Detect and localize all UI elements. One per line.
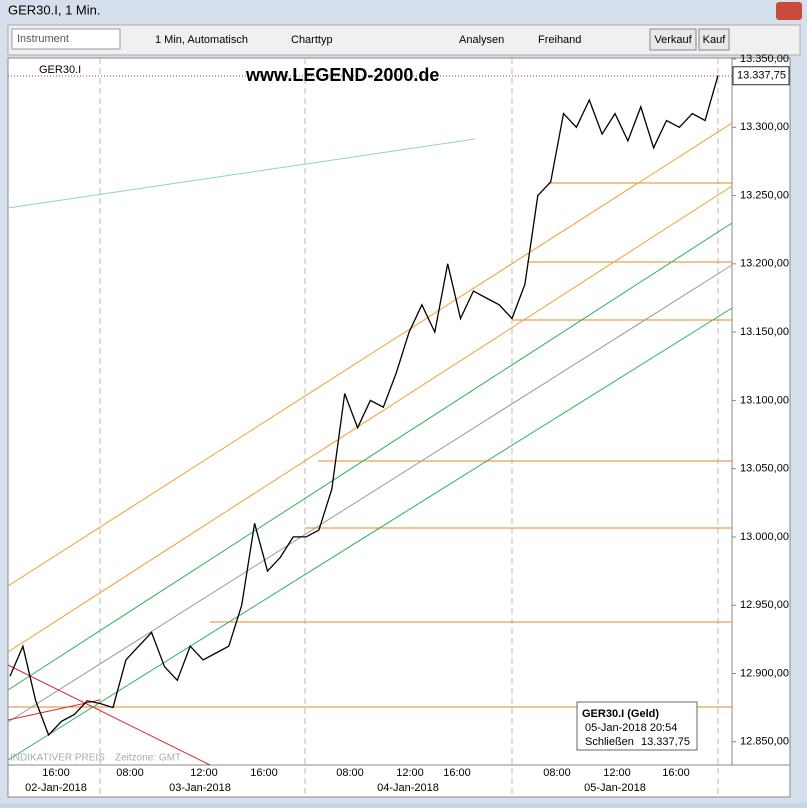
price-line — [9, 75, 719, 737]
x-time-label: 08:00 — [336, 767, 364, 779]
sell-label: Verkauf — [654, 34, 692, 46]
y-tick-label: 13.150,00 — [740, 326, 789, 338]
last-price-label: 13.337,75 — [737, 70, 786, 82]
x-date-label: 05-Jan-2018 — [584, 782, 646, 794]
y-tick-label: 13.300,00 — [740, 121, 789, 133]
info-close-label: Schließen — [585, 736, 634, 748]
x-time-label: 12:00 — [190, 767, 218, 779]
y-tick-label: 13.200,00 — [740, 258, 789, 270]
footer-label: Zeitzone: GMT — [115, 753, 181, 764]
symbol-label[interactable]: GER30.I — [39, 64, 81, 76]
x-time-label: 16:00 — [662, 767, 690, 779]
info-close-value: 13.337,75 — [641, 736, 690, 748]
buy-label: Kauf — [703, 34, 727, 46]
y-tick-label: 13.000,00 — [740, 531, 789, 543]
x-date-label: 04-Jan-2018 — [377, 782, 439, 794]
window-title: GER30.I, 1 Min. — [8, 2, 100, 17]
x-time-label: 16:00 — [42, 767, 70, 779]
x-time-label: 12:00 — [396, 767, 424, 779]
y-tick-label: 13.250,00 — [740, 189, 789, 201]
freehand-menu[interactable]: Freihand — [538, 34, 581, 46]
watermark: www.LEGEND-2000.de — [245, 65, 439, 85]
x-date-label: 02-Jan-2018 — [25, 782, 87, 794]
sell-button[interactable] — [649, 28, 697, 51]
x-time-label: 08:00 — [116, 767, 144, 779]
footer-label: INDIKATIVER PREIS — [10, 753, 105, 764]
last-price-box — [732, 66, 790, 86]
close-button[interactable] — [776, 2, 802, 20]
y-tick-label: 13.100,00 — [740, 394, 789, 406]
info-box — [576, 701, 698, 751]
x-time-label: 16:00 — [443, 767, 471, 779]
analysis-menu[interactable]: Analysen — [459, 34, 504, 46]
x-time-label: 12:00 — [603, 767, 631, 779]
y-tick-label: 12.850,00 — [740, 736, 789, 748]
x-time-label: 16:00 — [250, 767, 278, 779]
x-date-label: 03-Jan-2018 — [169, 782, 231, 794]
interval-menu[interactable]: 1 Min, Automatisch — [155, 34, 248, 46]
info-title: GER30.I (Geld) — [582, 708, 659, 720]
info-date: 05-Jan-2018 20:54 — [585, 722, 677, 734]
plot-area — [7, 57, 733, 766]
instrument-input[interactable] — [11, 28, 121, 50]
charttype-menu[interactable]: Charttyp — [291, 34, 333, 46]
buy-button[interactable] — [698, 28, 730, 51]
x-time-label: 08:00 — [543, 767, 571, 779]
y-tick-label: 12.950,00 — [740, 599, 789, 611]
y-tick-label: 13.350,00 — [740, 53, 789, 65]
instrument-placeholder: Instrument — [17, 33, 69, 45]
y-tick-label: 13.050,00 — [740, 463, 789, 475]
y-tick-label: 12.900,00 — [740, 667, 789, 679]
